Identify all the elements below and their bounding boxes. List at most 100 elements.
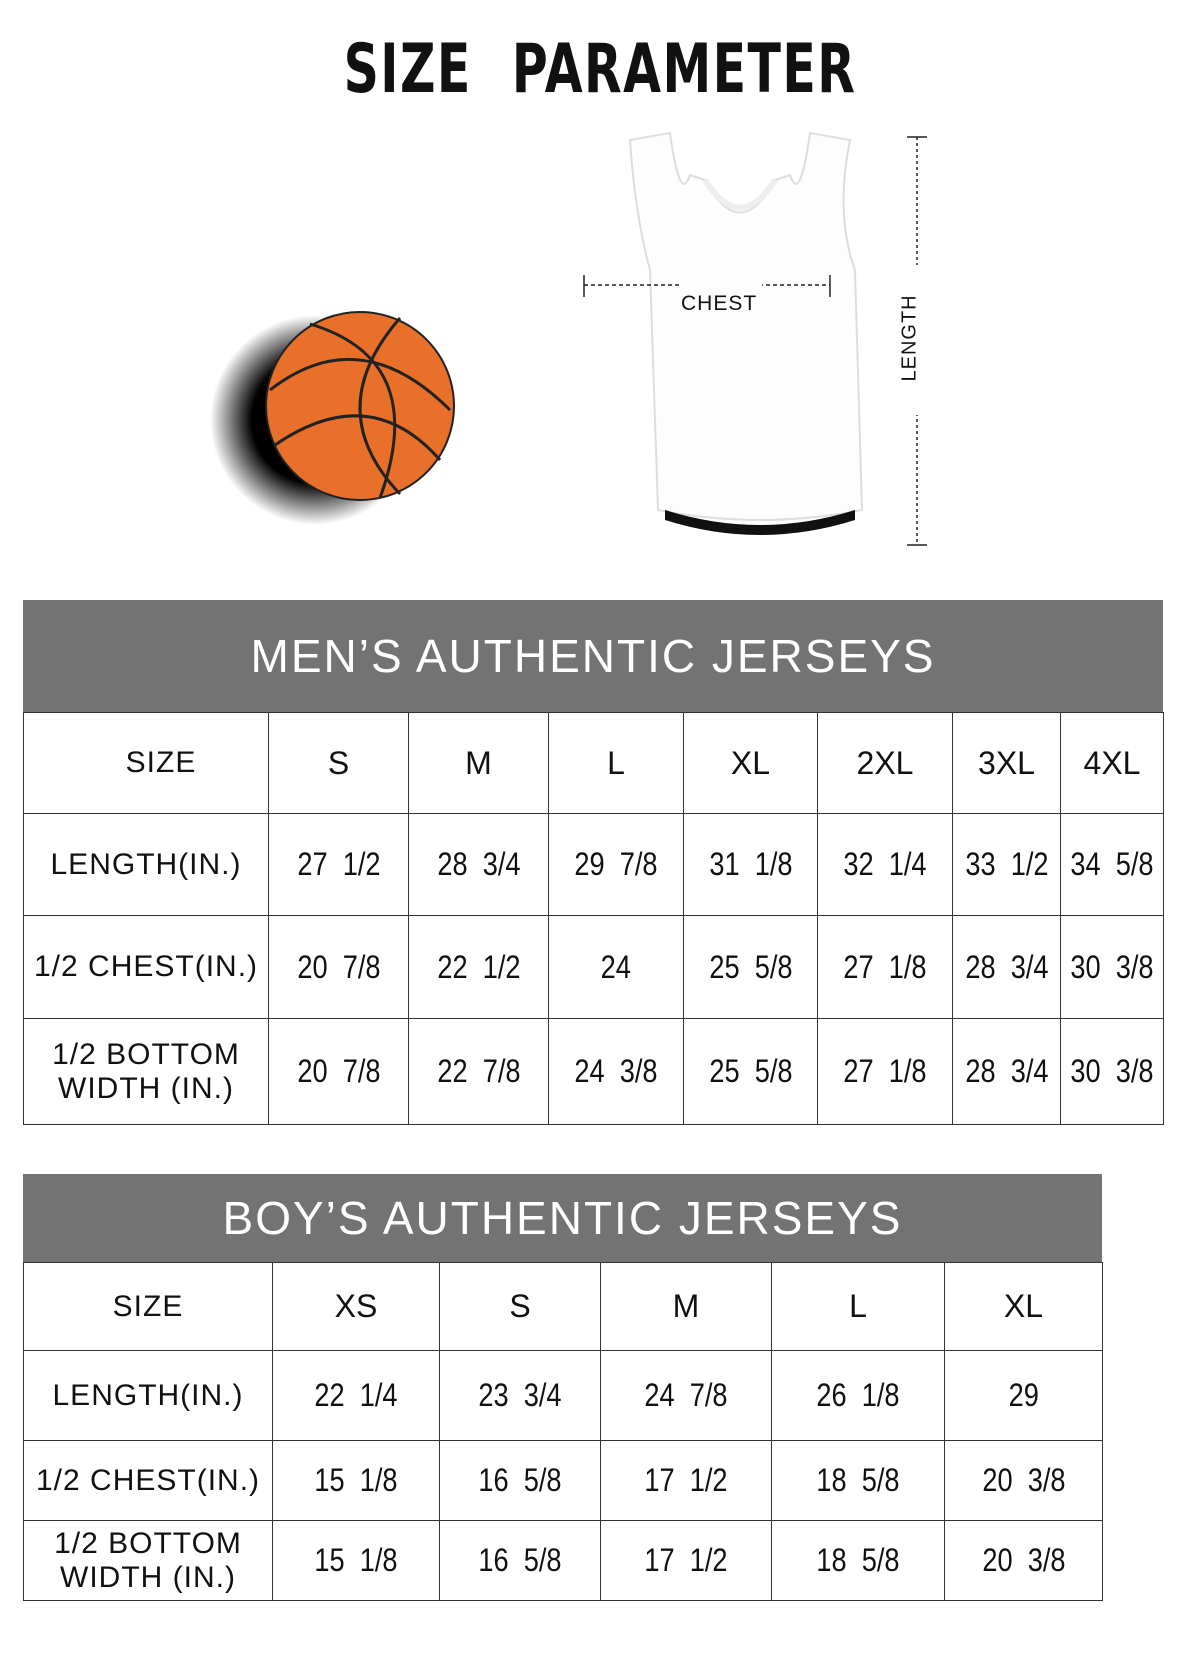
- cell-value: 28 3/4: [436, 846, 521, 882]
- cell: 34 5/8: [1060, 813, 1164, 916]
- table-header-row: SIZE S M L XL 2XL 3XL 4XL: [23, 712, 1164, 814]
- header-cell: L: [548, 712, 684, 814]
- cell-value: 15 1/8: [314, 1542, 398, 1578]
- cell-value: 16 5/8: [478, 1542, 562, 1578]
- header-cell: M: [600, 1262, 772, 1351]
- cell: 27 1/2: [268, 813, 409, 916]
- table-header-row: SIZE XS S M L XL: [23, 1262, 1103, 1351]
- cell: 30 3/8: [1060, 915, 1164, 1019]
- cell-value: 20 3/8: [981, 1542, 1066, 1578]
- header-cell: SIZE: [23, 712, 269, 814]
- mens-table-title: MEN’S AUTHENTIC JERSEYS: [23, 600, 1163, 712]
- cell: 15 1/8: [272, 1520, 440, 1601]
- header-cell: 2XL: [817, 712, 953, 814]
- cell-value: 18 5/8: [816, 1542, 900, 1578]
- cell-value: 30 3/8: [1070, 1053, 1154, 1089]
- cell-value: 29: [1008, 1377, 1039, 1413]
- header-cell: 3XL: [952, 712, 1061, 814]
- table-row: 1/2 BOTTOM WIDTH (IN.) 20 7/8 22 7/8 24 …: [23, 1018, 1164, 1125]
- cell: 20 7/8: [268, 1018, 409, 1125]
- cell: 16 5/8: [439, 1520, 601, 1601]
- table-row: LENGTH(IN.) 22 1/4 23 3/4 24 7/8 26 1/8 …: [23, 1350, 1103, 1441]
- cell: 26 1/8: [771, 1350, 945, 1441]
- header-cell: XL: [944, 1262, 1103, 1351]
- row-label: 1/2 BOTTOM WIDTH (IN.): [23, 1520, 273, 1601]
- cell: 27 1/8: [817, 915, 953, 1019]
- cell: 28 3/4: [408, 813, 549, 916]
- cell-value: 17 1/2: [644, 1542, 728, 1578]
- cell: 20 7/8: [268, 915, 409, 1019]
- table-row: 1/2 CHEST(IN.) 20 7/8 22 1/2 24 25 5/8 2…: [23, 915, 1164, 1019]
- table-row: 1/2 CHEST(IN.) 15 1/8 16 5/8 17 1/2 18 5…: [23, 1440, 1103, 1521]
- jersey-diagram: [583, 131, 932, 546]
- cell: 32 1/4: [817, 813, 953, 916]
- header-cell: M: [408, 712, 549, 814]
- cell-value: 25 5/8: [708, 948, 793, 985]
- cell-value: 23 3/4: [478, 1377, 562, 1413]
- cell: 17 1/2: [600, 1440, 772, 1521]
- boys-size-table: SIZE XS S M L XL LENGTH(IN.) 22 1/4 23 3…: [23, 1262, 1103, 1601]
- cell: 30 3/8: [1060, 1018, 1164, 1125]
- cell-value: 17 1/2: [644, 1462, 728, 1498]
- cell-value: 20 7/8: [296, 948, 381, 985]
- row-label: 1/2 BOTTOM WIDTH (IN.): [23, 1018, 269, 1125]
- cell: 22 7/8: [408, 1018, 549, 1125]
- cell-value: 30 3/8: [1070, 948, 1154, 985]
- header-cell: 4XL: [1060, 712, 1164, 814]
- table-row: 1/2 BOTTOM WIDTH (IN.) 15 1/8 16 5/8 17 …: [23, 1520, 1103, 1601]
- length-label: LENGTH: [898, 294, 921, 382]
- table-row: LENGTH(IN.) 27 1/2 28 3/4 29 7/8 31 1/8 …: [23, 813, 1164, 916]
- header-cell: XL: [683, 712, 818, 814]
- boys-table-title: BOY’S AUTHENTIC JERSEYS: [23, 1174, 1102, 1262]
- cell-value: 33 1/2: [964, 846, 1049, 882]
- cell: 20 3/8: [944, 1520, 1103, 1601]
- cell: 24 7/8: [600, 1350, 772, 1441]
- row-label: 1/2 CHEST(IN.): [23, 915, 269, 1019]
- cell: 31 1/8: [683, 813, 818, 916]
- cell-value: 24 3/8: [574, 1053, 658, 1089]
- cell-value: 20 7/8: [296, 1053, 381, 1089]
- cell: 18 5/8: [771, 1520, 945, 1601]
- cell: 20 3/8: [944, 1440, 1103, 1521]
- header-cell: XS: [272, 1262, 440, 1351]
- cell-value: 22 1/2: [436, 948, 521, 985]
- cell-value: 18 5/8: [816, 1462, 900, 1498]
- cell: 18 5/8: [771, 1440, 945, 1521]
- cell-value: 29 7/8: [574, 846, 658, 882]
- header-cell: S: [268, 712, 409, 814]
- cell: 15 1/8: [272, 1440, 440, 1521]
- row-label: LENGTH(IN.): [23, 1350, 273, 1441]
- cell-value: 26 1/8: [816, 1377, 900, 1413]
- chest-label: CHEST: [681, 292, 758, 315]
- cell-value: 16 5/8: [478, 1462, 562, 1498]
- cell-value: 27 1/8: [843, 1053, 927, 1089]
- cell: 28 3/4: [952, 1018, 1061, 1125]
- cell: 29: [944, 1350, 1103, 1441]
- cell-value: 24 7/8: [644, 1377, 728, 1413]
- cell-value: 34 5/8: [1070, 846, 1154, 882]
- cell: 17 1/2: [600, 1520, 772, 1601]
- page-title: SIZE PARAMETER: [343, 30, 857, 109]
- cell-value: 22 7/8: [436, 1053, 521, 1089]
- cell-value: 31 1/8: [708, 846, 793, 882]
- cell-value: 15 1/8: [314, 1462, 398, 1498]
- cell-value: 27 1/2: [296, 846, 381, 882]
- basketball-icon: [210, 311, 455, 525]
- cell: 25 5/8: [683, 1018, 818, 1125]
- cell: 23 3/4: [439, 1350, 601, 1441]
- header-cell: S: [439, 1262, 601, 1351]
- header-cell: SIZE: [23, 1262, 273, 1351]
- cell: 33 1/2: [952, 813, 1061, 916]
- row-label: LENGTH(IN.): [23, 813, 269, 916]
- row-label: 1/2 CHEST(IN.): [23, 1440, 273, 1521]
- cell: 29 7/8: [548, 813, 684, 916]
- cell-value: 32 1/4: [843, 846, 927, 882]
- cell: 22 1/2: [408, 915, 549, 1019]
- cell-value: 20 3/8: [981, 1462, 1066, 1498]
- cell-value: 25 5/8: [708, 1053, 793, 1089]
- cell: 25 5/8: [683, 915, 818, 1019]
- cell: 27 1/8: [817, 1018, 953, 1125]
- cell: 16 5/8: [439, 1440, 601, 1521]
- cell-value: 22 1/4: [314, 1377, 398, 1413]
- cell-value: 28 3/4: [964, 948, 1049, 985]
